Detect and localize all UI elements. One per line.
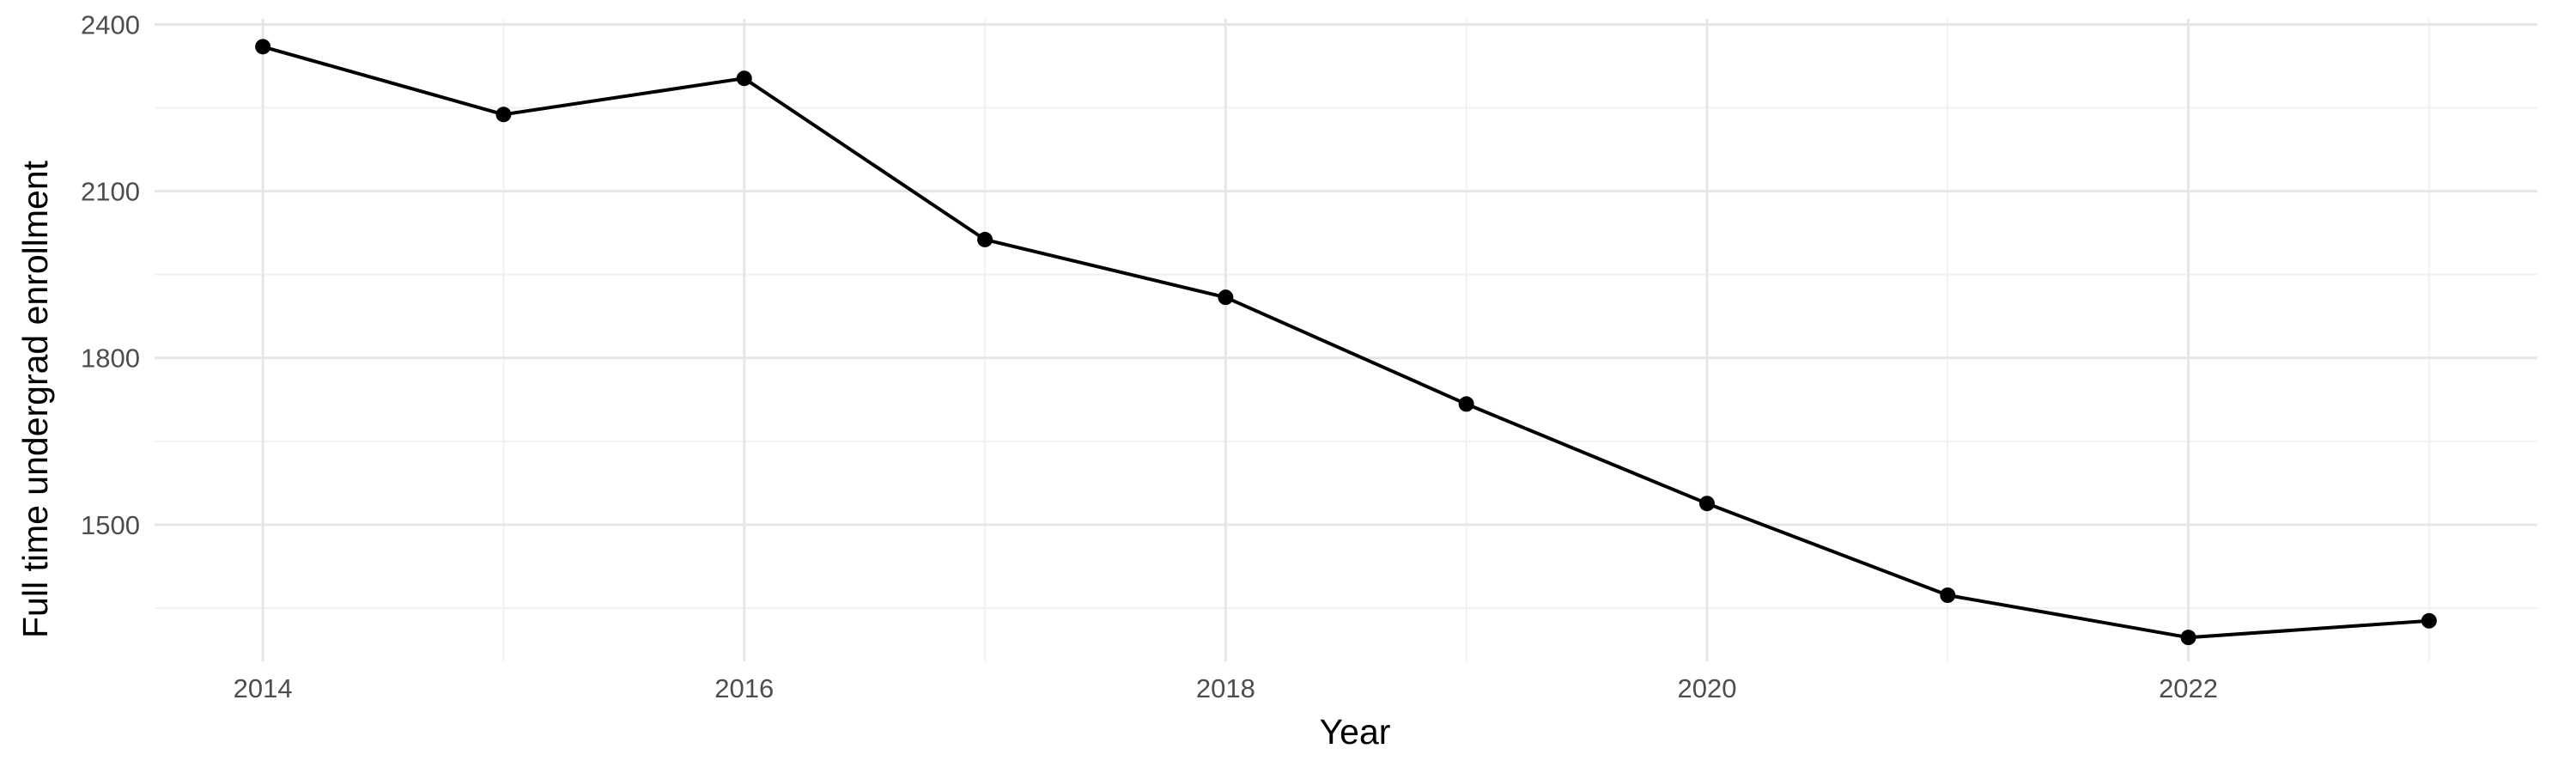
x-tick-label: 2016 <box>714 673 774 703</box>
minor-gridlines <box>155 19 2537 661</box>
y-tick-label: 2400 <box>81 9 140 40</box>
x-tick-label: 2022 <box>2159 673 2218 703</box>
major-gridlines <box>155 19 2537 661</box>
data-points <box>255 39 2437 646</box>
y-tick-label: 2100 <box>81 177 140 207</box>
data-point <box>495 107 512 123</box>
x-axis-tick-labels: 2014 2016 2018 2020 2022 <box>234 673 2218 703</box>
x-axis-title: Year <box>1320 712 1391 752</box>
x-tick-label: 2014 <box>234 673 293 703</box>
data-point <box>1458 396 1474 412</box>
y-tick-label: 1800 <box>81 344 140 374</box>
y-tick-label: 1500 <box>81 510 140 540</box>
data-point <box>1218 289 1234 306</box>
data-point <box>255 39 271 55</box>
y-axis-title: Full time undergrad enrollment <box>15 160 55 638</box>
x-tick-label: 2018 <box>1196 673 1255 703</box>
data-point <box>736 70 752 87</box>
data-point <box>2421 612 2437 629</box>
data-point <box>1698 496 1715 512</box>
y-axis-tick-labels: 1500 1800 2100 2400 <box>81 9 140 539</box>
x-tick-label: 2020 <box>1677 673 1736 703</box>
series-layer <box>262 45 2430 640</box>
data-point <box>977 231 993 247</box>
data-point <box>1940 587 1956 603</box>
data-point <box>2180 630 2196 646</box>
series-line <box>262 45 2430 640</box>
